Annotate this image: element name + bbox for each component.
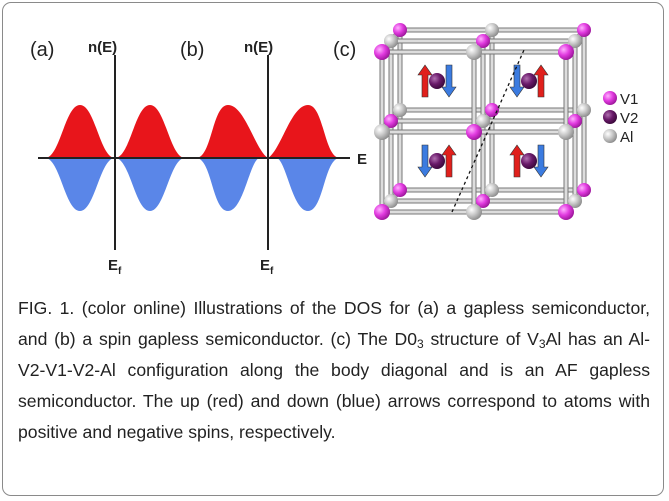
figure-frame: [2, 2, 664, 496]
atom: [374, 204, 390, 220]
legend: V1 V2 Al: [603, 91, 638, 146]
legend-label: Al: [620, 129, 633, 146]
fermi-label: Ef: [108, 257, 122, 277]
atom: [393, 23, 407, 37]
axis-label: n(E): [244, 39, 273, 56]
dos-up: [45, 105, 185, 158]
legend-swatch: [603, 91, 617, 105]
spin-arrow: [441, 64, 457, 98]
legend-swatch: [603, 129, 617, 143]
atom: [485, 103, 499, 117]
caption-text: Al has an Al-V2-V1-V2-Al configuration a…: [18, 329, 650, 442]
atom: [384, 114, 398, 128]
legend-label: V2: [620, 110, 638, 127]
atom: [429, 73, 445, 89]
atom: [521, 73, 537, 89]
crystal-structure: [374, 23, 591, 220]
spin-arrow: [441, 144, 457, 178]
spin-arrow: [417, 144, 433, 178]
atom: [485, 183, 499, 197]
atom: [558, 44, 574, 60]
spin-arrow: [533, 64, 549, 98]
legend-swatch: [603, 110, 617, 124]
atom: [568, 114, 582, 128]
atom: [429, 153, 445, 169]
dos-down: [196, 158, 340, 211]
atom: [476, 114, 490, 128]
atom: [476, 194, 490, 208]
atom: [521, 153, 537, 169]
axis-label: n(E): [88, 39, 117, 56]
atom: [466, 124, 482, 140]
caption-text: FIG. 1. (color online) Illustrations of …: [18, 298, 650, 349]
atom: [384, 194, 398, 208]
atom: [466, 44, 482, 60]
panel-a: (a) n(E) E Ef: [30, 39, 218, 277]
legend-label: V1: [620, 91, 638, 108]
atom: [577, 183, 591, 197]
atom: [568, 194, 582, 208]
caption: FIG. 1. (color online) Illustrations of …: [18, 293, 650, 448]
spin-arrow: [533, 144, 549, 178]
atom: [577, 23, 591, 37]
atom: [384, 34, 398, 48]
atom: [466, 204, 482, 220]
atom: [393, 183, 407, 197]
atom: [485, 23, 499, 37]
figure: (a) n(E) E Ef (b) n(E) E Ef (c) V1 V2 Al: [30, 23, 638, 277]
spin-arrow: [509, 144, 525, 178]
atom: [476, 34, 490, 48]
dos-down: [45, 158, 185, 211]
dos-up: [196, 105, 340, 158]
atom: [568, 34, 582, 48]
atom: [577, 103, 591, 117]
panel-label: (a): [30, 39, 54, 61]
axis-label: E: [357, 151, 367, 168]
atom: [374, 44, 390, 60]
spin-arrow: [509, 64, 525, 98]
caption-text: structure of V: [423, 329, 539, 349]
panel-label: (b): [180, 39, 204, 61]
atom: [393, 103, 407, 117]
atom: [558, 124, 574, 140]
atom: [558, 204, 574, 220]
caption-subscript: 3: [538, 337, 546, 351]
caption-subscript: 3: [417, 337, 424, 351]
spin-arrow: [417, 64, 433, 98]
atom: [374, 124, 390, 140]
panel-label: (c): [333, 39, 356, 61]
fermi-label: Ef: [260, 257, 274, 277]
panel-b: (b) n(E) E Ef: [180, 39, 367, 277]
